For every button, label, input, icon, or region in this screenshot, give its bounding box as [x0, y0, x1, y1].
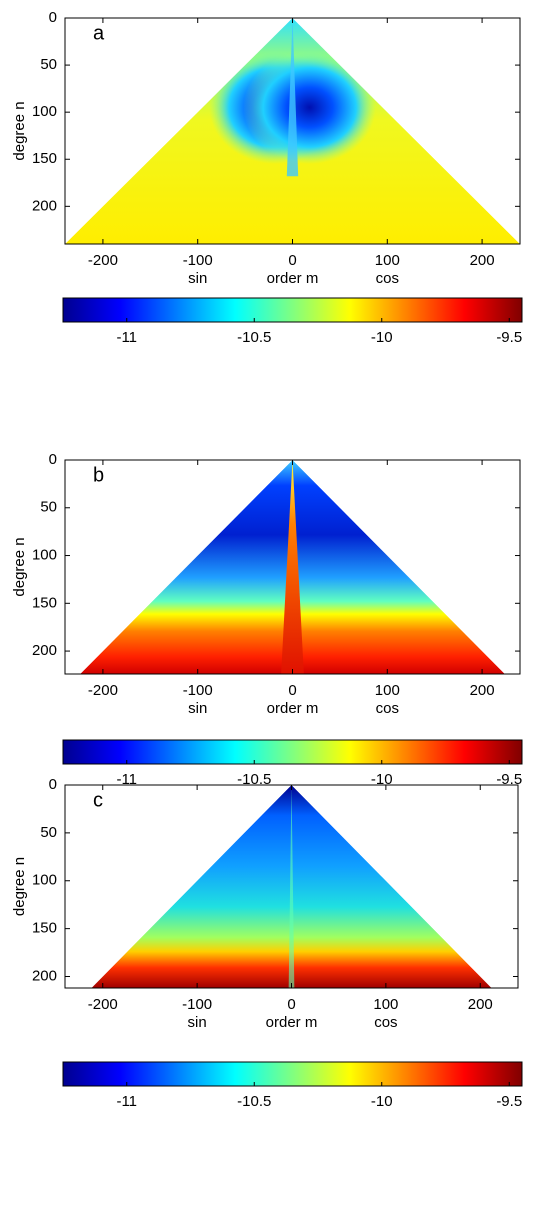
y-tick-label: 100 — [32, 872, 57, 889]
y-tick-label: 50 — [40, 824, 57, 841]
heatmap — [65, 18, 520, 244]
panel: 0 50 100 150 200 -200 -100 0 100 200 order m sin cos… — [11, 451, 523, 788]
y-tick-label: 200 — [32, 967, 57, 984]
colorbar-tick-label: -10.5 — [237, 1093, 271, 1110]
y-axis-label: degree n — [11, 101, 28, 160]
y-tick-label: 150 — [32, 920, 57, 937]
annotation: sin — [188, 270, 207, 287]
colorbar-tick-label: -11 — [116, 1093, 137, 1110]
x-tick-label: 0 — [288, 252, 296, 269]
y-axis-label: degree n — [11, 857, 28, 916]
colorbar-tick-label: -10 — [371, 771, 393, 788]
colorbar-tick-label: -11 — [116, 329, 137, 346]
y-tick-label: 200 — [32, 197, 57, 214]
x-tick-label: -200 — [88, 996, 118, 1013]
annotation: cos — [374, 1014, 397, 1031]
panel: 0 50 100 150 200 -200 -100 0 100 200 order m sin cos… — [11, 9, 523, 346]
colorbar-tick-label: -10.5 — [237, 329, 271, 346]
colorbar — [62, 1061, 523, 1087]
x-tick-label: -200 — [88, 252, 118, 269]
colorbar-tick-label: -10.5 — [237, 771, 271, 788]
x-tick-label: -100 — [183, 682, 213, 699]
annotation: sin — [188, 700, 207, 717]
colorbar-tick-label: -9.5 — [496, 771, 522, 788]
colorbar-tick-label: -9.5 — [496, 1093, 522, 1110]
x-axis-label: order m — [266, 1014, 318, 1031]
x-tick-label: -200 — [88, 682, 118, 699]
heatmap-wedge — [286, 18, 299, 177]
x-tick-label: -100 — [183, 252, 213, 269]
y-tick-label: 0 — [49, 9, 57, 26]
annotation: sin — [188, 1014, 207, 1031]
x-tick-label: 100 — [375, 252, 400, 269]
heatmap-wedge — [281, 460, 304, 674]
colorbar-tick-label: -9.5 — [496, 329, 522, 346]
panel-label: c — [93, 789, 103, 811]
y-tick-label: 150 — [32, 594, 57, 611]
x-tick-label: -100 — [182, 996, 212, 1013]
heatmap — [91, 785, 492, 988]
x-tick-label: 200 — [468, 996, 493, 1013]
x-tick-label: 100 — [375, 682, 400, 699]
colorbar-tick-label: -10 — [371, 329, 393, 346]
x-tick-label: 0 — [288, 682, 296, 699]
heatmap-blob — [243, 50, 376, 164]
y-tick-label: 50 — [40, 56, 57, 73]
colorbar-tick-label: -11 — [116, 771, 137, 788]
heatmap-wedge — [288, 785, 295, 988]
x-tick-label: 200 — [470, 682, 495, 699]
x-tick-label: 0 — [287, 996, 295, 1013]
y-tick-label: 100 — [32, 103, 57, 120]
annotation: cos — [376, 700, 399, 717]
y-tick-label: 0 — [49, 776, 57, 793]
y-tick-label: 150 — [32, 150, 57, 167]
colorbar — [62, 297, 523, 323]
y-tick-label: 50 — [40, 499, 57, 516]
panel-label: a — [93, 22, 105, 44]
y-tick-label: 200 — [32, 642, 57, 659]
x-tick-label: 200 — [470, 252, 495, 269]
x-axis-label: order m — [267, 700, 319, 717]
panel-label: b — [93, 464, 104, 486]
colorbar-tick-label: -10 — [371, 1093, 393, 1110]
y-tick-label: 100 — [32, 547, 57, 564]
x-tick-label: 100 — [373, 996, 398, 1013]
colorbar — [62, 739, 523, 765]
heatmap — [80, 460, 505, 674]
x-axis-label: order m — [267, 270, 319, 287]
panel: 0 50 100 150 200 -200 -100 0 100 200 order m sin cos… — [11, 776, 523, 1110]
y-axis-label: degree n — [11, 537, 28, 596]
y-tick-label: 0 — [49, 451, 57, 468]
annotation: cos — [376, 270, 399, 287]
